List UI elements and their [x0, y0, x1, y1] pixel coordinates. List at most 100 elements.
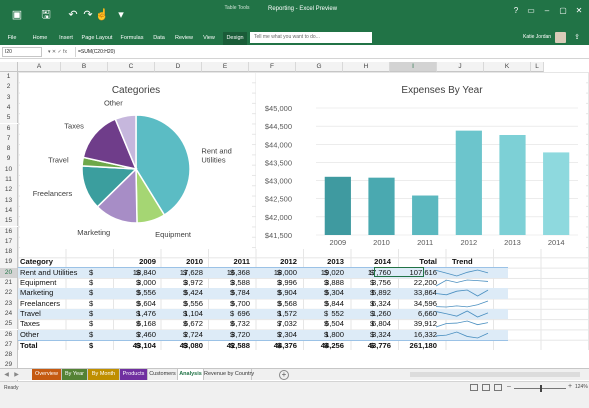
pie-chart[interactable]: Categories Rent and Utilities Equipment Mar… — [20, 73, 252, 249]
value-cell[interactable]: 42,588 — [226, 340, 250, 350]
minimize-button[interactable]: – — [544, 6, 550, 15]
value-cell[interactable]: 5,556 — [136, 288, 156, 298]
value-cell[interactable]: 5,604 — [136, 298, 156, 308]
currency-symbol[interactable]: $ — [230, 267, 235, 277]
formula-buttons[interactable]: ▾ ✕ ✓ fx — [48, 49, 67, 55]
avatar[interactable] — [555, 32, 566, 43]
header-cell[interactable]: 2011 — [233, 257, 250, 267]
header-cell[interactable]: 2010 — [186, 257, 203, 267]
total-cell[interactable]: 22,200 — [413, 278, 437, 287]
header-cell[interactable]: Category — [20, 257, 53, 267]
currency-symbol[interactable]: $ — [136, 340, 141, 350]
tab-page-layout[interactable]: Page Layout — [81, 35, 113, 41]
total-cell[interactable]: 39,912 — [413, 319, 437, 329]
row-header-24[interactable]: 24 — [0, 308, 18, 320]
total-cell[interactable]: 16,332 — [413, 329, 437, 339]
page-layout-view-icon[interactable] — [482, 384, 490, 391]
tab-design[interactable]: Design — [223, 32, 247, 45]
currency-symbol[interactable]: $ — [183, 340, 188, 350]
currency-symbol[interactable]: $ — [370, 308, 375, 318]
value-cell[interactable]: 6,732 — [230, 319, 250, 329]
column-header-b[interactable]: B — [61, 62, 108, 72]
value-cell[interactable]: 3,000 — [136, 278, 156, 287]
row-header-18[interactable]: 18 — [0, 247, 18, 258]
category-cell[interactable]: Total — [20, 340, 38, 350]
value-cell[interactable]: 3,972 — [183, 278, 203, 287]
zoom-out-icon[interactable]: – — [507, 383, 511, 390]
value-cell[interactable]: 2,460 — [136, 329, 156, 339]
value-cell[interactable]: 1,800 — [324, 329, 344, 339]
sheet-tab-revenue-by-country[interactable]: Revenue by Country — [204, 369, 254, 380]
header-cell[interactable]: Total — [419, 257, 437, 267]
header-cell[interactable]: 2014 — [374, 257, 391, 267]
currency-symbol[interactable]: $ — [370, 298, 375, 308]
currency-symbol[interactable]: $ — [370, 340, 375, 350]
currency-symbol[interactable]: $ — [277, 340, 282, 350]
currency-symbol[interactable]: $ — [89, 267, 94, 277]
value-cell[interactable]: 43,080 — [179, 340, 203, 350]
save-icon[interactable]: 🖫 — [41, 9, 51, 21]
column-header-i[interactable]: I — [390, 62, 437, 72]
category-cell[interactable]: Travel — [20, 308, 41, 318]
row-header-21[interactable]: 21 — [0, 278, 18, 289]
row-header-3[interactable]: 3 — [0, 92, 18, 103]
value-cell[interactable]: 3,888 — [324, 278, 344, 287]
currency-symbol[interactable]: $ — [370, 267, 375, 277]
value-cell[interactable]: 17,760 — [367, 267, 391, 277]
currency-symbol[interactable]: $ — [183, 267, 188, 277]
bar-2013[interactable] — [499, 134, 526, 235]
next-sheet-icon[interactable]: ▶ — [14, 372, 19, 378]
row-header-9[interactable]: 9 — [0, 154, 18, 165]
value-cell[interactable]: 16,368 — [226, 267, 250, 277]
currency-symbol[interactable]: $ — [89, 278, 94, 287]
sheet-tab-by-year[interactable]: By Year — [62, 369, 88, 380]
row-header-1[interactable]: 1 — [0, 72, 18, 83]
currency-symbol[interactable]: $ — [277, 278, 282, 287]
currency-symbol[interactable]: $ — [324, 298, 329, 308]
sheet-tab-analysis[interactable]: Analysis — [178, 369, 204, 380]
sheet-tab-overview[interactable]: Overview — [32, 369, 62, 380]
header-cell[interactable]: 2012 — [280, 257, 297, 267]
currency-symbol[interactable]: $ — [277, 298, 282, 308]
header-cell[interactable]: 2013 — [327, 257, 344, 267]
bar-2010[interactable] — [368, 177, 395, 235]
column-header-h[interactable]: H — [343, 62, 390, 72]
currency-symbol[interactable]: $ — [324, 288, 329, 298]
tab-home[interactable]: Home — [32, 35, 48, 41]
currency-symbol[interactable]: $ — [136, 278, 141, 287]
user-name[interactable]: Katie Jordan — [523, 34, 552, 40]
currency-symbol[interactable]: $ — [136, 288, 141, 298]
currency-symbol[interactable]: $ — [277, 319, 282, 329]
currency-symbol[interactable]: $ — [136, 329, 141, 339]
row-header-6[interactable]: 6 — [0, 123, 18, 134]
zoom-level[interactable]: 124% — [575, 384, 588, 390]
total-cell[interactable]: 261,180 — [409, 340, 437, 350]
currency-symbol[interactable]: $ — [183, 288, 188, 298]
row-header-13[interactable]: 13 — [0, 195, 18, 206]
category-cell[interactable]: Other — [20, 329, 39, 339]
select-all-corner[interactable] — [0, 62, 18, 72]
value-cell[interactable]: 18,840 — [132, 267, 156, 277]
currency-symbol[interactable]: $ — [89, 319, 94, 329]
ribbon-display-icon[interactable]: ▭ — [527, 6, 535, 15]
column-header-l[interactable]: L — [531, 62, 544, 72]
undo-icon[interactable]: ↶ — [68, 9, 78, 21]
value-cell[interactable]: 3,756 — [371, 278, 391, 287]
tab-formulas[interactable]: Formulas — [120, 35, 144, 41]
value-cell[interactable]: 7,032 — [277, 319, 297, 329]
currency-symbol[interactable]: $ — [370, 278, 375, 287]
value-cell[interactable]: 552 — [331, 308, 344, 318]
currency-symbol[interactable]: $ — [136, 298, 141, 308]
category-cell[interactable]: Marketing — [20, 288, 54, 298]
sheet-tab-customers[interactable]: Customers — [148, 369, 178, 380]
currency-symbol[interactable]: $ — [277, 329, 282, 339]
pie-slice-taxes[interactable] — [82, 118, 138, 171]
share-icon[interactable]: ⇪ — [574, 34, 580, 41]
row-header-27[interactable]: 27 — [0, 339, 18, 351]
currency-symbol[interactable]: $ — [183, 329, 188, 339]
value-cell[interactable]: 19,020 — [320, 267, 344, 277]
prev-sheet-icon[interactable]: ◀ — [4, 372, 9, 378]
formula-input[interactable]: =SUM(C20:H20) — [75, 47, 585, 57]
value-cell[interactable]: 3,324 — [371, 329, 391, 339]
value-cell[interactable]: 6,504 — [324, 319, 344, 329]
